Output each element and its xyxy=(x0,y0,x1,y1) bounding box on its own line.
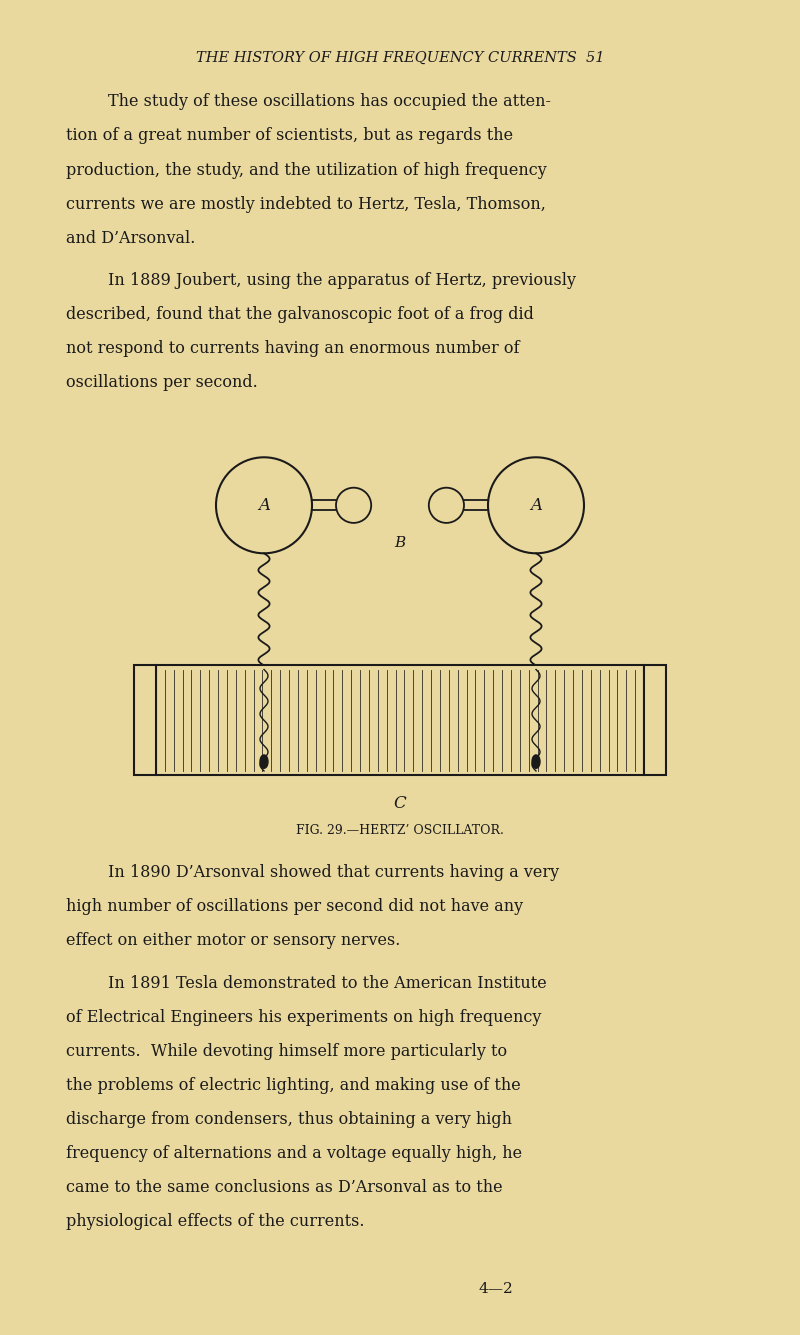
Text: FIG. 29.—HERTZ’ OSCILLATOR.: FIG. 29.—HERTZ’ OSCILLATOR. xyxy=(296,824,504,837)
Text: In 1889 Joubert, using the apparatus of Hertz, previously: In 1889 Joubert, using the apparatus of … xyxy=(108,271,576,288)
Text: THE HISTORY OF HIGH FREQUENCY CURRENTS  51: THE HISTORY OF HIGH FREQUENCY CURRENTS 5… xyxy=(196,51,604,64)
Bar xyxy=(644,665,666,774)
Text: currents.  While devoting himself more particularly to: currents. While devoting himself more pa… xyxy=(66,1043,506,1060)
Text: discharge from condensers, thus obtaining a very high: discharge from condensers, thus obtainin… xyxy=(66,1111,512,1128)
Text: came to the same conclusions as D’Arsonval as to the: came to the same conclusions as D’Arsonv… xyxy=(66,1179,502,1196)
Text: high number of oscillations per second did not have any: high number of oscillations per second d… xyxy=(66,898,522,916)
Text: physiological effects of the currents.: physiological effects of the currents. xyxy=(66,1212,364,1230)
Text: of Electrical Engineers his experiments on high frequency: of Electrical Engineers his experiments … xyxy=(66,1008,541,1025)
Text: The study of these oscillations has occupied the atten-: The study of these oscillations has occu… xyxy=(108,93,551,111)
Text: 4—2: 4—2 xyxy=(478,1282,514,1295)
Text: C: C xyxy=(394,794,406,812)
Text: oscillations per second.: oscillations per second. xyxy=(66,374,258,391)
Text: described, found that the galvanoscopic foot of a frog did: described, found that the galvanoscopic … xyxy=(66,306,534,323)
Text: In 1891 Tesla demonstrated to the American Institute: In 1891 Tesla demonstrated to the Americ… xyxy=(108,975,546,992)
Circle shape xyxy=(260,754,268,768)
Text: frequency of alternations and a voltage equally high, he: frequency of alternations and a voltage … xyxy=(66,1144,522,1161)
Text: production, the study, and the utilization of high frequency: production, the study, and the utilizati… xyxy=(66,162,546,179)
Text: currents we are mostly indebted to Hertz, Tesla, Thomson,: currents we are mostly indebted to Hertz… xyxy=(66,195,546,212)
Text: A: A xyxy=(258,497,270,514)
Text: the problems of electric lighting, and making use of the: the problems of electric lighting, and m… xyxy=(66,1076,520,1093)
Text: and D’Arsonval.: and D’Arsonval. xyxy=(66,230,195,247)
Text: tion of a great number of scientists, but as regards the: tion of a great number of scientists, bu… xyxy=(66,127,513,144)
Bar xyxy=(156,665,644,774)
Text: A: A xyxy=(530,497,542,514)
Text: not respond to currents having an enormous number of: not respond to currents having an enormo… xyxy=(66,339,519,356)
Text: In 1890 D’Arsonval showed that currents having a very: In 1890 D’Arsonval showed that currents … xyxy=(108,864,559,881)
Text: effect on either motor or sensory nerves.: effect on either motor or sensory nerves… xyxy=(66,932,400,949)
Bar xyxy=(134,665,156,774)
Text: B: B xyxy=(394,537,406,550)
Circle shape xyxy=(532,754,540,768)
